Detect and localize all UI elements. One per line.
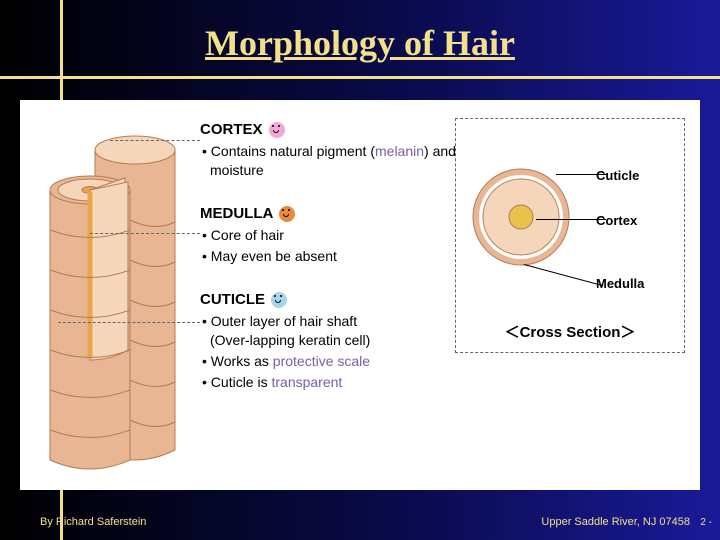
face-icon (271, 292, 287, 308)
footer-location: Upper Saddle River, NJ 07458 (541, 516, 690, 528)
face-icon (279, 206, 295, 222)
leader-cuticle (58, 322, 200, 323)
cuticle-bullet-2: Works as protective scale (200, 352, 460, 371)
cuticle-bullet-3: Cuticle is transparent (200, 373, 460, 392)
leader-medulla (90, 233, 200, 234)
leader-cortex (110, 140, 200, 141)
cs-label-cuticle: Cuticle (596, 168, 639, 183)
text: Contains natural pigment ( (211, 143, 375, 159)
cortex-block: CORTEX Contains natural pigment (melanin… (200, 120, 460, 180)
medulla-label: MEDULLA (200, 204, 273, 224)
slide-title: Morphology of Hair (0, 22, 720, 64)
description-column: CORTEX Contains natural pigment (melanin… (200, 120, 460, 416)
medulla-bullet-0: Core of hair (200, 226, 460, 245)
medulla-header: MEDULLA (200, 204, 460, 224)
cuticle-block: CUTICLE Outer layer of hair shaft (Over-… (200, 290, 460, 392)
slide: Morphology of Hair (0, 0, 720, 540)
text-special: melanin (375, 143, 424, 159)
text-special: transparent (271, 374, 342, 390)
cortex-label: CORTEX (200, 120, 263, 140)
cs-label-cortex: Cortex (596, 213, 637, 228)
cuticle-header: CUTICLE (200, 290, 460, 310)
hair-shaft-diagram (40, 120, 195, 470)
page-number: 2 - (700, 517, 712, 528)
cortex-header: CORTEX (200, 120, 460, 140)
cross-section-diagram (466, 137, 581, 297)
cross-section-svg (466, 137, 581, 297)
cross-section-title: ＜Cross Section＞ (456, 321, 684, 342)
shaft-svg (40, 120, 195, 470)
cuticle-label: CUTICLE (200, 290, 265, 310)
cs-label-medulla: Medulla (596, 276, 644, 291)
text-special: protective scale (273, 353, 370, 369)
cross-section-box: Cuticle Cortex Medulla ＜Cross Section＞ (455, 118, 685, 353)
footer-author: By Richard Saferstein (40, 516, 146, 528)
text: Cuticle is (211, 374, 272, 390)
text: Works as (211, 353, 273, 369)
cortex-bullet-0: Contains natural pigment (melanin) and m… (200, 142, 460, 180)
face-icon (269, 122, 285, 138)
cuticle-paren: (Over-lapping keratin cell) (200, 331, 460, 350)
title-area: Morphology of Hair (0, 0, 720, 90)
medulla-block: MEDULLA Core of hair May even be absent (200, 204, 460, 266)
content-panel: CORTEX Contains natural pigment (melanin… (20, 100, 700, 490)
cuticle-bullet-0: Outer layer of hair shaft (200, 312, 460, 331)
title-underline (0, 76, 720, 79)
medulla-bullet-1: May even be absent (200, 247, 460, 266)
